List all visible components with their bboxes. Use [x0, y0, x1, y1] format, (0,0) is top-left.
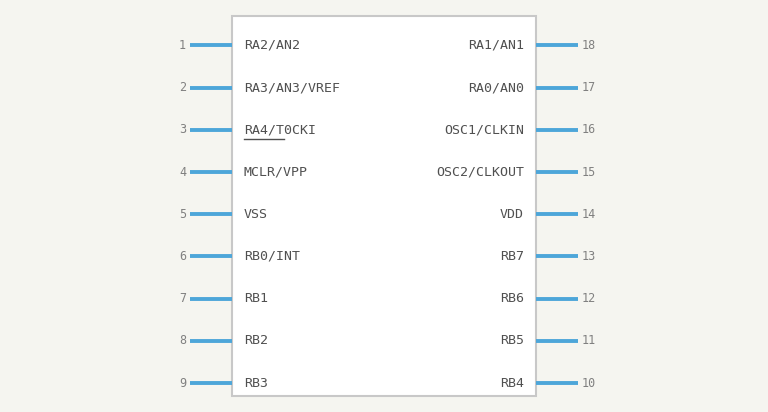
Text: VSS: VSS: [244, 208, 268, 221]
Text: 5: 5: [179, 208, 186, 221]
Text: 18: 18: [582, 39, 596, 52]
Text: 4: 4: [179, 166, 186, 178]
Text: 13: 13: [582, 250, 596, 263]
Text: 6: 6: [179, 250, 186, 263]
Text: 2: 2: [179, 81, 186, 94]
Text: RA2/AN2: RA2/AN2: [244, 39, 300, 52]
Text: OSC1/CLKIN: OSC1/CLKIN: [444, 123, 524, 136]
Text: 12: 12: [582, 292, 596, 305]
Text: 16: 16: [582, 123, 596, 136]
Text: RB2: RB2: [244, 335, 268, 347]
Text: RA3/AN3/VREF: RA3/AN3/VREF: [244, 81, 340, 94]
Text: 3: 3: [179, 123, 186, 136]
Text: 7: 7: [179, 292, 186, 305]
Text: 15: 15: [582, 166, 596, 178]
Text: OSC2/CLKOUT: OSC2/CLKOUT: [436, 166, 524, 178]
Text: 11: 11: [582, 335, 596, 347]
Text: RB0/INT: RB0/INT: [244, 250, 300, 263]
Text: RB6: RB6: [500, 292, 524, 305]
Text: RA4/T0CKI: RA4/T0CKI: [244, 123, 316, 136]
Bar: [232, 16, 536, 396]
Text: 17: 17: [582, 81, 596, 94]
Text: VDD: VDD: [500, 208, 524, 221]
Text: RB4: RB4: [500, 377, 524, 390]
Text: MCLR/VPP: MCLR/VPP: [244, 166, 308, 178]
Text: 9: 9: [179, 377, 186, 390]
Text: RB1: RB1: [244, 292, 268, 305]
Text: 1: 1: [179, 39, 186, 52]
Text: 10: 10: [582, 377, 596, 390]
Text: RB7: RB7: [500, 250, 524, 263]
Text: RB3: RB3: [244, 377, 268, 390]
Text: RA0/AN0: RA0/AN0: [468, 81, 524, 94]
Text: 8: 8: [179, 335, 186, 347]
Text: RB5: RB5: [500, 335, 524, 347]
Text: 14: 14: [582, 208, 596, 221]
Text: RA1/AN1: RA1/AN1: [468, 39, 524, 52]
